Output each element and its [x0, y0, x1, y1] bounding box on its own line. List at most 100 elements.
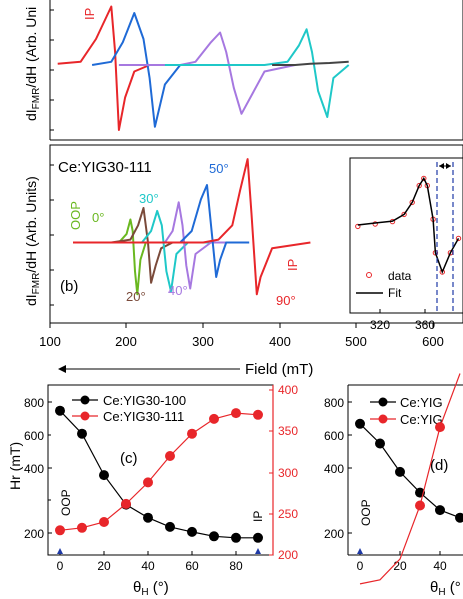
panel-b-title: Ce:YIG30-111 — [58, 159, 152, 176]
ip-arrow-c — [255, 548, 261, 554]
x-tick-200: 200 — [115, 334, 137, 349]
panel-c-point — [209, 531, 219, 542]
panel-d-xlabel: θH (° — [430, 579, 461, 598]
inset-legend-fit: Fit — [388, 286, 402, 300]
panel-d-point — [435, 505, 445, 516]
oop-arrow-d — [357, 548, 363, 554]
inset-data-point — [401, 211, 407, 218]
c-ytick-800: 800 — [24, 396, 44, 410]
panel-c-panel-label: (c) — [120, 450, 138, 467]
d-xtick-40: 40 — [433, 559, 447, 573]
series-line-3 — [164, 28, 350, 118]
panel-c-point — [77, 522, 87, 533]
panel-c-point — [231, 532, 241, 543]
panel-b-ticks — [49, 164, 434, 328]
c-rtick-300: 300 — [278, 466, 298, 480]
inset-series — [355, 175, 462, 275]
panel-b: Ce:YIG30-111 dIFMR/dH (Arb. Units) (b) O… — [23, 144, 463, 378]
panel-b-ylabel: dIFMR/dH (Arb. Units) — [23, 176, 42, 306]
oop-arrow-c — [57, 548, 63, 554]
x-tick-100: 100 — [39, 334, 61, 349]
x-tick-500: 500 — [345, 334, 367, 349]
inset-data-point — [421, 175, 427, 182]
panel-c-bottom-ticks — [59, 551, 237, 555]
c-xtick-0: 0 — [57, 559, 64, 573]
d-xtick-0: 0 — [357, 559, 364, 573]
label-40deg: 40° — [168, 283, 188, 298]
panel-c-right-ticks — [269, 389, 273, 556]
c-xtick-60: 60 — [185, 559, 199, 573]
series-line-1 — [91, 12, 181, 128]
panel-c-point — [99, 470, 109, 481]
c-xtick-40: 40 — [141, 559, 155, 573]
label-50deg: 50° — [209, 161, 229, 176]
inset-legend-data-marker — [366, 272, 372, 278]
series-line-40° — [73, 201, 227, 290]
inset: data Fit 320 360 — [349, 157, 463, 332]
panel-a-ticks — [50, 9, 54, 131]
panel-a-ylabel: dIFMR/dH (Arb. Uni — [23, 7, 42, 121]
panel-c: 200 400 600 800 200 250 300 350 400 0 20… — [7, 383, 298, 598]
inset-tick-label-360: 360 — [415, 318, 435, 332]
panel-c-legend: Ce:YIG30-100 Ce:YIG30-111 — [72, 393, 186, 424]
panel-c-point — [231, 408, 241, 419]
panel-d-oop: OOP — [359, 499, 373, 526]
inset-data-point — [355, 223, 361, 230]
c-ytick-400: 400 — [24, 462, 44, 476]
panel-a-series — [57, 5, 350, 131]
legend-c-111: Ce:YIG30-111 — [103, 409, 184, 424]
panel-c-point — [187, 428, 197, 439]
field-label: Field (mT) — [245, 361, 313, 378]
label-30deg: 30° — [139, 191, 159, 206]
panel-c-left-ticks — [48, 401, 52, 534]
c-rtick-350: 350 — [278, 424, 298, 438]
panel-a-ip-label: IP — [82, 8, 97, 20]
label-ip: IP — [285, 259, 300, 271]
c-ytick-600: 600 — [24, 429, 44, 443]
panel-c-point — [99, 517, 109, 527]
legend-d-red-marker — [378, 414, 388, 424]
label-20deg: 20° — [126, 289, 146, 304]
inset-fit-line — [357, 176, 460, 275]
d-ytick-200: 200 — [324, 527, 344, 541]
panel-c-point — [55, 405, 65, 416]
d-ytick-800: 800 — [324, 396, 344, 410]
c-xtick-20: 20 — [97, 559, 111, 573]
inset-frame — [349, 157, 463, 314]
inset-arrowhead-right — [446, 163, 451, 169]
inset-tick-label-320: 320 — [370, 318, 390, 332]
series-line-30° — [73, 209, 227, 293]
panel-c-point — [253, 409, 263, 420]
panel-c-point — [143, 477, 153, 488]
panel-d-legend: Ce:YIG Ce:YIG — [370, 395, 443, 427]
series-line-50° — [73, 184, 250, 278]
panel-d-point — [455, 512, 463, 523]
d-xtick-20: 20 — [393, 559, 407, 573]
legend-d-2: Ce:YIG — [400, 412, 443, 427]
panel-d-point — [415, 500, 425, 511]
inset-legend-data: data — [388, 269, 412, 283]
panel-b-frame — [49, 144, 463, 324]
series-line-90° — [73, 158, 311, 296]
panel-c-point — [253, 532, 263, 543]
panel-b-panel-label: (b) — [60, 278, 78, 295]
legend-red-marker — [80, 411, 90, 421]
d-ytick-400: 400 — [324, 462, 344, 476]
panel-c-point — [209, 413, 219, 424]
c-xtick-80: 80 — [229, 559, 243, 573]
inset-arrowhead-left — [439, 163, 444, 169]
panel-d-point — [395, 466, 405, 477]
panel-d-point — [375, 438, 385, 449]
x-tick-600: 600 — [422, 334, 444, 349]
c-rtick-400: 400 — [278, 383, 298, 397]
series-line-4 — [272, 60, 349, 66]
panel-c-line-1 — [59, 412, 259, 531]
label-0deg: 0° — [92, 210, 104, 225]
panel-c-ylabel: Hr (mT) — [7, 442, 23, 490]
inset-data-point — [455, 235, 462, 242]
panel-d-line-1 — [359, 373, 461, 585]
x-tick-400: 400 — [269, 334, 291, 349]
inset-data-point — [409, 199, 415, 206]
panel-c-xlabel: θH (°) — [133, 579, 169, 598]
